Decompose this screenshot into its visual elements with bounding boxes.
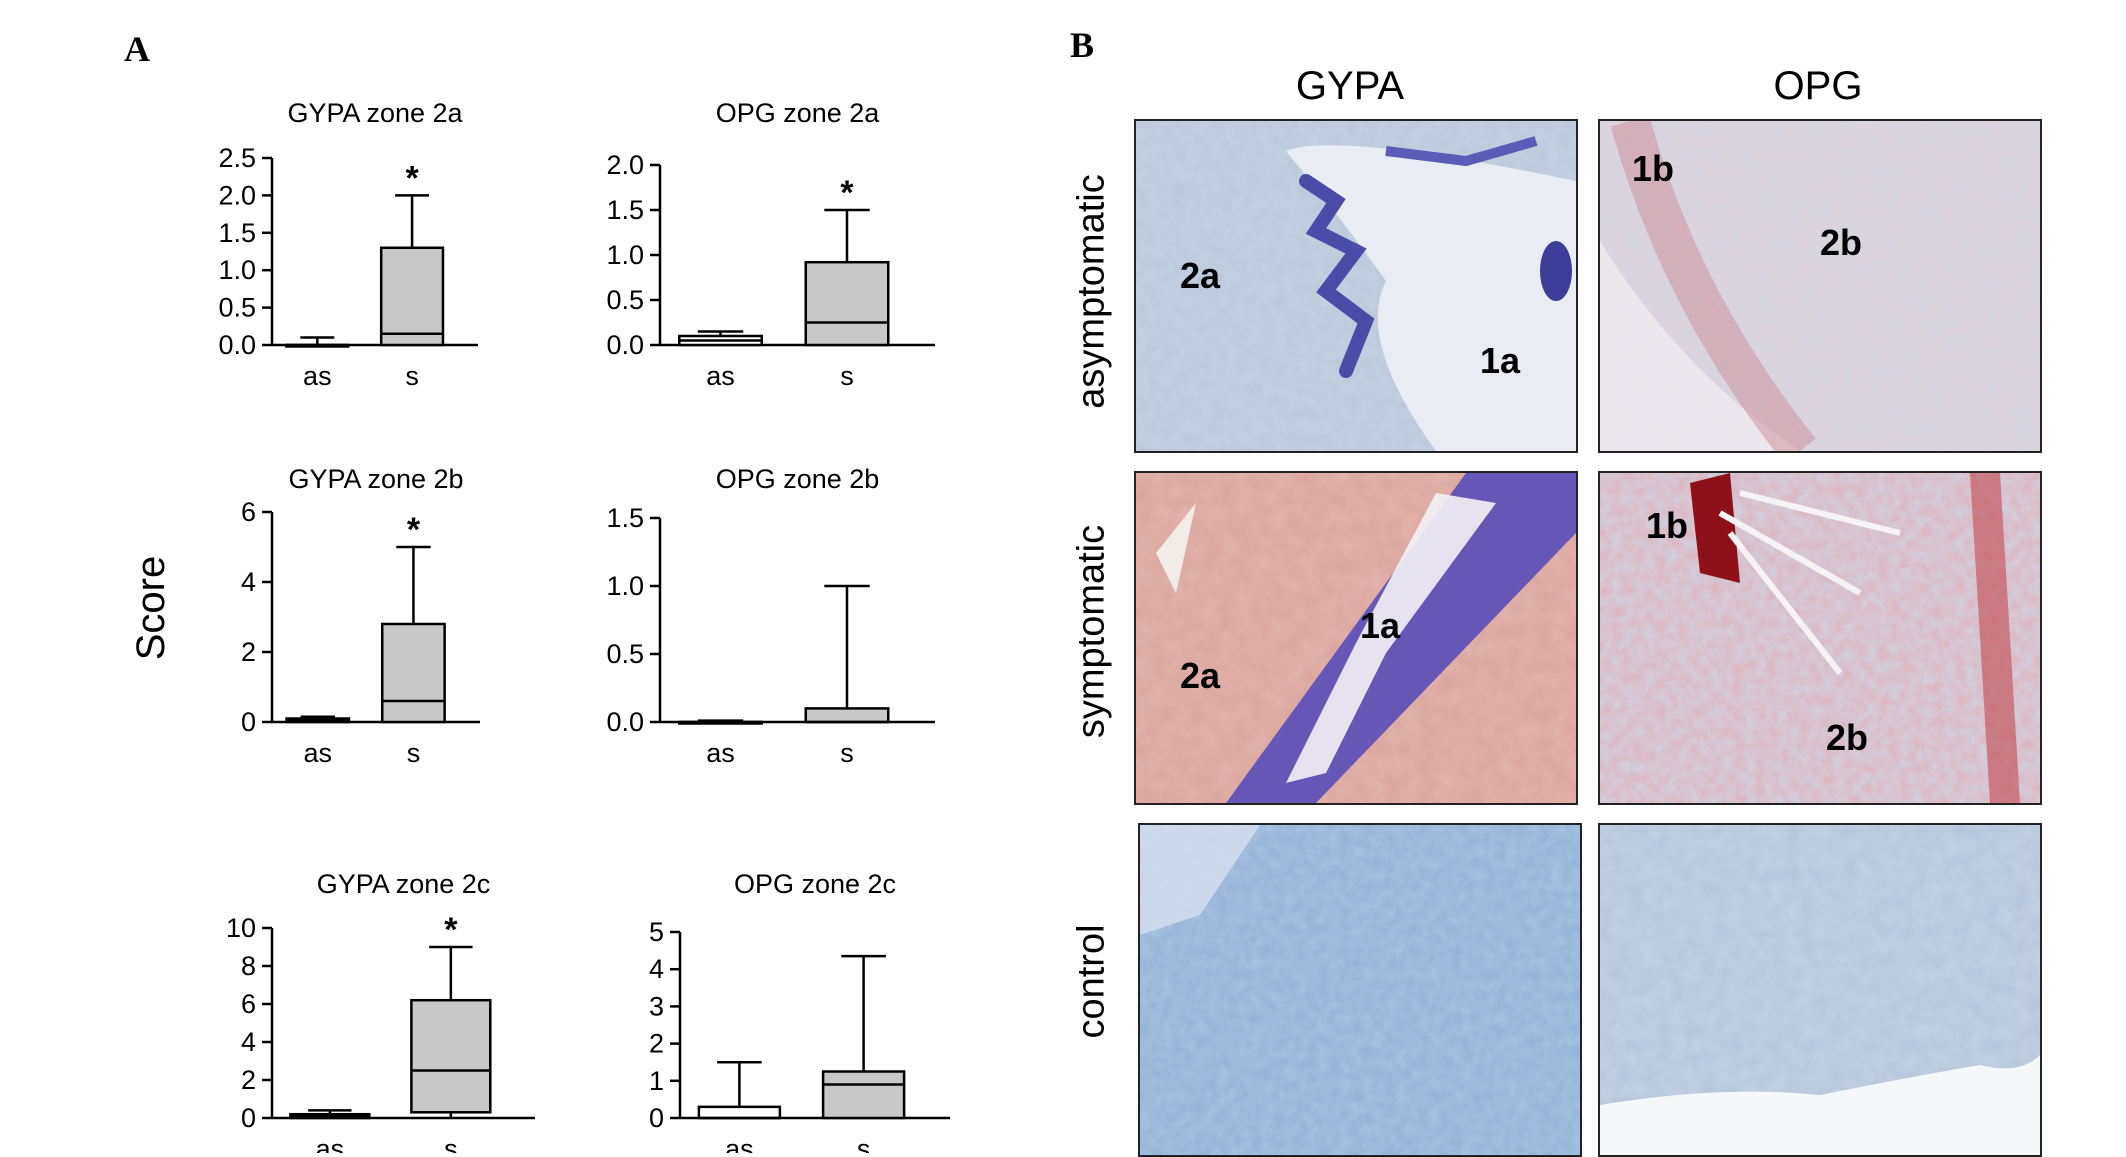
y-tick-label: 3 <box>649 991 664 1021</box>
x-category-label: as <box>706 361 735 391</box>
box-s <box>804 707 890 724</box>
box-s <box>410 998 492 1114</box>
box-s <box>804 260 890 347</box>
y-tick-label: 1.5 <box>218 218 256 248</box>
row-header-control: control <box>1070 924 1113 1039</box>
significance-star: * <box>407 511 421 549</box>
panel-a-letter: A <box>124 29 150 69</box>
column-header-opg: OPG <box>1773 64 1863 108</box>
x-category-label: s <box>405 361 419 391</box>
y-tick-label: 0 <box>241 707 256 737</box>
x-category-label: as <box>303 738 332 768</box>
y-tick-label: 4 <box>649 954 664 984</box>
micrograph-asymptomatic-opg <box>1598 119 2042 453</box>
y-tick-label: 1 <box>649 1066 664 1096</box>
micrograph-symptomatic-gypa <box>1134 471 1578 805</box>
significance-star: * <box>444 911 458 949</box>
y-tick-label: 4 <box>241 1027 256 1057</box>
region-label-2b: 2b <box>1826 717 1869 758</box>
x-category-label: s <box>840 361 854 391</box>
chart-title: OPG zone 2b <box>716 464 880 494</box>
y-tick-label: 4 <box>241 567 256 597</box>
y-tick-label: 1.5 <box>606 195 644 225</box>
row-header-asymptomatic: asymptomatic <box>1070 174 1113 409</box>
x-category-label: as <box>316 1134 345 1153</box>
y-tick-label: 0 <box>241 1103 256 1133</box>
region-label-2a: 2a <box>1180 655 1221 696</box>
y-tick-label: 8 <box>241 951 256 981</box>
y-tick-label: 0.0 <box>606 330 644 360</box>
x-category-label: s <box>444 1134 458 1153</box>
micrograph-control-opg <box>1598 823 2042 1157</box>
y-tick-label: 0.0 <box>606 707 644 737</box>
y-tick-label: 2 <box>649 1029 664 1059</box>
chart-title: OPG zone 2a <box>716 98 881 128</box>
y-axis-title-score: Score <box>129 556 173 661</box>
panel-b-letter: B <box>1070 25 1095 65</box>
y-tick-label: 0.5 <box>218 293 256 323</box>
box-as <box>697 1105 782 1120</box>
y-tick-label: 2 <box>241 637 256 667</box>
y-tick-label: 1.0 <box>606 240 644 270</box>
x-category-label: s <box>840 738 854 768</box>
y-tick-label: 10 <box>226 913 256 943</box>
column-header-gypa: GYPA <box>1295 64 1405 108</box>
chart-title: OPG zone 2c <box>734 869 896 899</box>
y-tick-label: 5 <box>649 917 664 947</box>
region-label-2a: 2a <box>1180 255 1221 296</box>
x-category-label: s <box>407 738 421 768</box>
chart-title: GYPA zone 2b <box>288 464 463 494</box>
x-category-label: as <box>303 361 332 391</box>
y-tick-label: 2.0 <box>606 150 644 180</box>
x-category-label: s <box>857 1134 871 1153</box>
x-category-label: as <box>706 738 735 768</box>
y-tick-label: 1.5 <box>606 503 644 533</box>
region-label-1b: 1b <box>1632 148 1675 189</box>
y-tick-label: 0.5 <box>606 285 644 315</box>
micrograph-symptomatic-opg <box>1598 471 2042 805</box>
region-label-2b: 2b <box>1820 222 1863 263</box>
micrograph-control-gypa <box>1138 823 1582 1157</box>
y-tick-label: 6 <box>241 989 256 1019</box>
significance-star: * <box>405 159 419 197</box>
box-s <box>821 1070 906 1120</box>
chart-title: GYPA zone 2a <box>287 98 463 128</box>
y-tick-label: 1.0 <box>218 255 256 285</box>
chart-title: GYPA zone 2c <box>317 869 491 899</box>
box-s <box>379 246 445 347</box>
micrograph-asymptomatic-gypa <box>1134 119 1578 453</box>
y-tick-label: 2.0 <box>218 180 256 210</box>
y-tick-label: 2.5 <box>218 143 256 173</box>
y-tick-label: 0 <box>649 1103 664 1133</box>
box-plot-charts: GYPA zone 2a 0.0 0.5 1.0 1.5 2.0 2.5 as * s OPG zo… <box>129 98 950 1153</box>
y-tick-label: 0.0 <box>218 330 256 360</box>
significance-star: * <box>840 174 854 212</box>
region-label-1a: 1a <box>1360 605 1401 646</box>
y-tick-label: 2 <box>241 1065 256 1095</box>
region-label-1a: 1a <box>1480 340 1521 381</box>
x-category-label: as <box>725 1134 754 1153</box>
box-s <box>380 622 446 724</box>
y-tick-label: 1.0 <box>606 571 644 601</box>
row-header-symptomatic: symptomatic <box>1070 524 1113 739</box>
y-tick-label: 0.5 <box>606 639 644 669</box>
y-tick-label: 6 <box>241 497 256 527</box>
region-label-1b: 1b <box>1646 505 1689 546</box>
